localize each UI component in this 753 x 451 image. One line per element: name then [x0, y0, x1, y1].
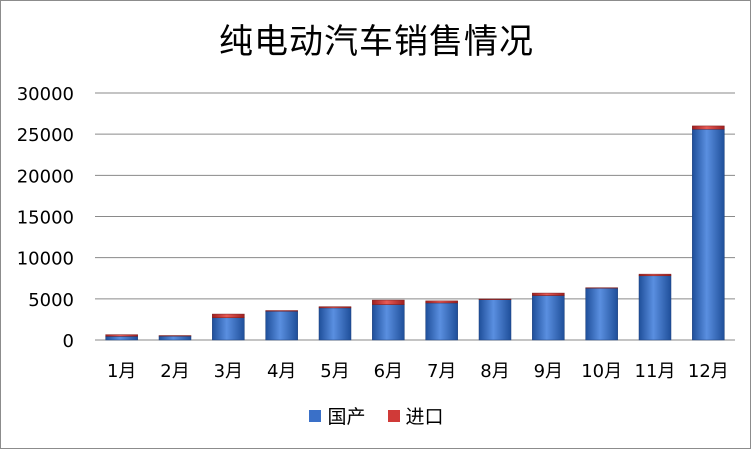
bar-domestic [158, 335, 192, 341]
bar-import [318, 306, 352, 309]
x-tick-label: 7月 [427, 361, 456, 382]
bar-domestic [212, 317, 245, 341]
x-tick-label: 1月 [107, 361, 136, 382]
legend-label-domestic: 国产 [327, 406, 366, 428]
bar-import [638, 273, 672, 277]
bar-import [532, 292, 565, 296]
bar-import [372, 299, 405, 305]
bar-domestic [265, 310, 298, 341]
x-tick-label: 8月 [480, 361, 509, 382]
bar-domestic [372, 304, 405, 341]
x-tick-label: 11月 [635, 361, 676, 382]
bar-import [478, 298, 512, 300]
bar-domestic [105, 336, 138, 341]
bar-domestic [425, 302, 458, 341]
legend-item-import: 进口 [387, 402, 444, 429]
bar-domestic [585, 287, 618, 341]
legend-item-domestic: 国产 [309, 402, 366, 429]
bar-domestic [478, 299, 512, 341]
chart-legend: 国产 进口 [0, 402, 753, 429]
y-tick-label: 20000 [17, 166, 74, 187]
x-tick-label: 3月 [214, 361, 243, 382]
bar-import [105, 334, 138, 337]
x-tick-label: 12月 [688, 361, 729, 382]
legend-swatch-domestic [309, 409, 322, 422]
bar-import [425, 300, 458, 304]
bar-domestic [692, 128, 725, 341]
x-tick-label: 9月 [534, 361, 563, 382]
y-tick-label: 0 [63, 331, 74, 352]
bar-import [265, 310, 298, 312]
y-tick-label: 5000 [28, 290, 74, 311]
legend-label-import: 进口 [405, 406, 444, 428]
bar-domestic [638, 275, 672, 341]
y-tick-label: 10000 [17, 249, 74, 270]
chart-title: 纯电动汽车销售情况 [219, 22, 534, 62]
x-tick-label: 10月 [581, 361, 622, 382]
y-tick-label: 25000 [17, 125, 74, 146]
y-tick-label: 30000 [17, 84, 74, 105]
x-tick-label: 6月 [374, 361, 403, 382]
bar-import [692, 125, 725, 130]
bar-import [212, 313, 245, 319]
y-tick-label: 15000 [17, 208, 74, 229]
x-tick-label: 4月 [267, 361, 296, 382]
bar-domestic [532, 295, 565, 341]
bar-chart: 0 5000 10000 15000 20000 25000 30000 1月 2月 3月 4月 5… [17, 84, 735, 382]
x-tick-label: 2月 [160, 361, 189, 382]
x-tick-label: 5月 [320, 361, 349, 382]
bar-domestic [318, 307, 352, 341]
legend-swatch-import [387, 409, 400, 422]
